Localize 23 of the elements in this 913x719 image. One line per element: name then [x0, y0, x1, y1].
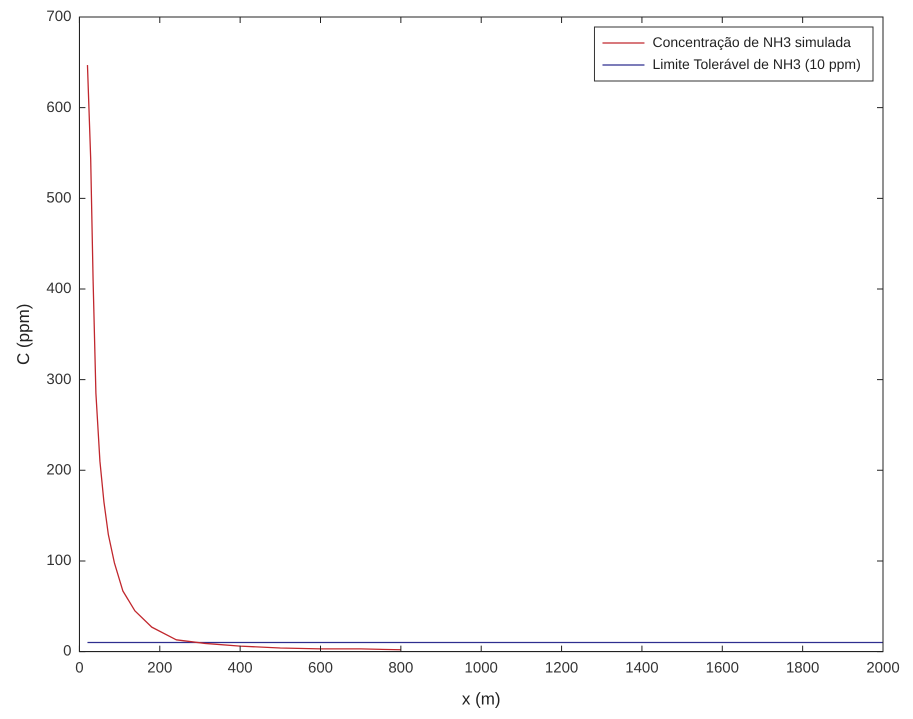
- y-tick-label: 100: [46, 552, 72, 570]
- y-tick-label: 400: [46, 280, 72, 298]
- x-tick-label: 0: [75, 660, 84, 677]
- legend-label: Concentração de NH3 simulada: [652, 34, 852, 50]
- x-tick-label: 600: [308, 660, 334, 677]
- y-tick-label: 0: [63, 642, 72, 660]
- y-tick-label: 600: [46, 98, 72, 116]
- x-tick-label: 1800: [786, 660, 820, 677]
- legend-label: Limite Tolerável de NH3 (10 ppm): [652, 56, 861, 72]
- x-tick-label: 1400: [625, 660, 659, 677]
- x-axis-title: x (m): [462, 689, 501, 708]
- y-tick-label: 300: [46, 370, 72, 388]
- x-tick-label: 1000: [464, 660, 498, 677]
- x-tick-label: 1600: [706, 660, 739, 677]
- y-tick-label: 500: [46, 189, 72, 206]
- x-tick-label: 200: [147, 660, 172, 677]
- x-tick-label: 800: [388, 660, 414, 677]
- y-axis-title: C (ppm): [14, 304, 33, 366]
- x-tick-label: 1200: [544, 660, 578, 677]
- x-tick-label: 2000: [866, 660, 900, 677]
- x-tick-label: 400: [228, 660, 253, 677]
- y-tick-label: 200: [46, 461, 72, 478]
- y-tick-label: 700: [46, 8, 72, 26]
